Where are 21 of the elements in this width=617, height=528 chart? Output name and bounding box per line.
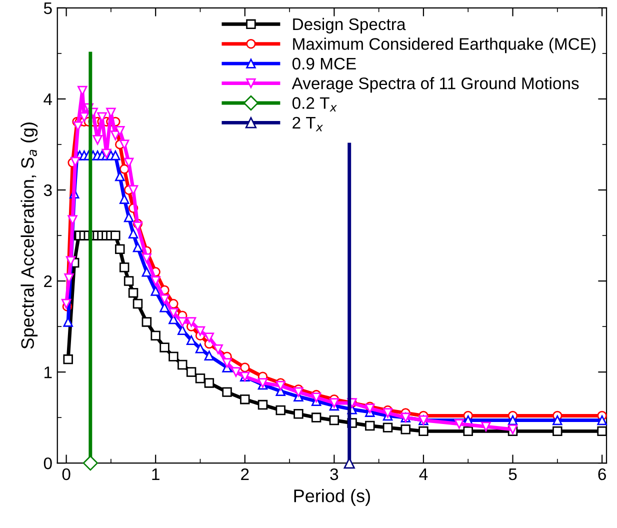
x-tick-label: 3 [330,468,338,480]
x-tick-label: 4 [419,468,428,480]
y-tick-label: 3 [44,184,52,196]
x-tick-label: 1 [152,468,160,480]
legend-label: 0.9 MCE [292,58,356,70]
y-tick-label: 0 [44,457,52,470]
x-tick-label: 0 [62,468,70,480]
x-tick-label: 2 [241,468,249,480]
x-axis-title: Period (s) [294,489,370,506]
legend-label: Design Spectra [293,18,406,34]
y-tick-label: 2 [44,275,52,288]
y-tick-label: 5 [44,2,52,14]
legend-label: Maximum Considered Earthquake (MCE) [293,38,596,54]
y-axis-title: Spectral Acceleration, S$_{a}$ (g) [20,122,38,349]
x-tick-label: 6 [598,468,606,480]
y-tick-label: 1 [44,366,52,378]
legend-label: Average Spectra of 11 Ground Motions [292,77,579,93]
y-tick-label: 4 [44,94,52,105]
x-tick-label: 5 [508,468,517,480]
legend-label: 0.2 T$_{x}$ [292,97,337,112]
legend-label: 2 T$_{x}$ [292,116,324,132]
